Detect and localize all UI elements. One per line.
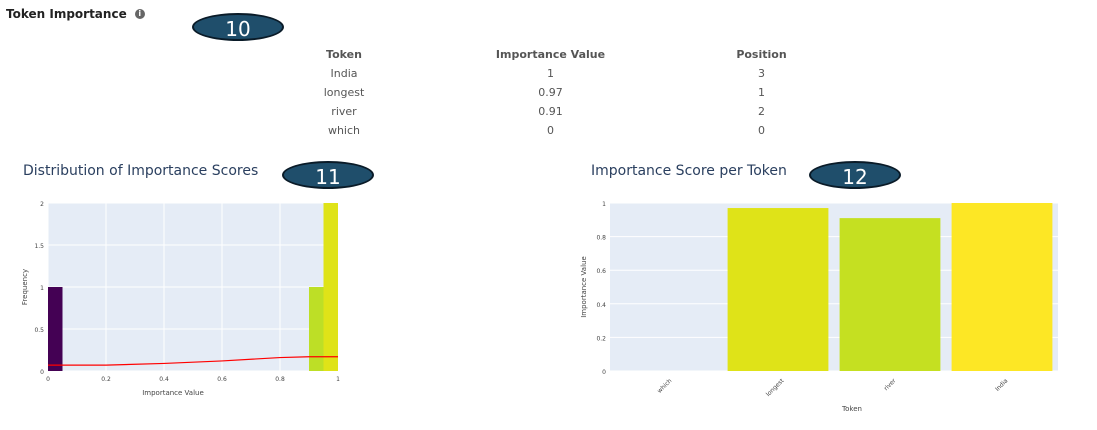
token-table: Token Importance Value Position India 1 … <box>300 45 810 140</box>
bar-India <box>951 203 1053 371</box>
section-title: Token Importance <box>6 7 127 21</box>
x-tick-label: 0.4 <box>159 376 169 383</box>
cell-token: river <box>331 105 357 118</box>
x-axis-label: Importance Value <box>142 389 204 397</box>
badge-11: 11 <box>282 161 374 189</box>
bar-longest <box>727 208 829 371</box>
y-tick-label: 1.5 <box>34 243 44 250</box>
y-tick-label: 0.2 <box>596 335 606 342</box>
header-importance: Importance Value <box>495 48 606 61</box>
histogram-bar <box>323 203 338 371</box>
kde-line <box>48 356 338 366</box>
histogram-bar <box>309 287 324 371</box>
cell-position: 0 <box>758 124 765 137</box>
y-tick-label: 0.6 <box>596 268 606 275</box>
y-axis-label: Importance Value <box>580 256 588 318</box>
x-tick-label: 1 <box>336 376 340 383</box>
header-token: Token <box>326 48 362 61</box>
cell-importance: 0.97 <box>538 86 563 99</box>
table-header-row: Token Importance Value Position <box>300 45 810 64</box>
x-tick-label: which <box>656 377 673 394</box>
bar-chart: 0 0.2 0.4 0.6 0.8 1 which longest river India Toke… <box>580 201 1058 413</box>
cell-token: longest <box>323 86 365 99</box>
badge-12: 12 <box>809 161 901 189</box>
cell-position: 1 <box>758 86 765 99</box>
cell-position: 3 <box>758 67 765 80</box>
header-position: Position <box>736 48 787 61</box>
bar-river <box>839 218 941 371</box>
info-icon[interactable]: i <box>134 9 145 19</box>
badge-10: 10 <box>192 13 284 41</box>
cell-importance: 0 <box>547 124 554 137</box>
y-tick-label: 0 <box>602 369 606 376</box>
histogram-chart: 0 0.5 1 1.5 2 0 0.2 0.4 0.6 0.8 1 Importance Value F… <box>21 201 340 397</box>
table-row: longest 0.97 1 <box>300 83 810 102</box>
histogram-bar <box>48 287 63 371</box>
y-axis-label: Frequency <box>21 269 29 305</box>
table-row: which 0 0 <box>300 121 810 140</box>
cell-importance: 1 <box>547 67 554 80</box>
y-tick-label: 0.8 <box>596 235 606 242</box>
x-tick-label: 0 <box>46 376 50 383</box>
section-header: Token Importance i <box>6 7 145 21</box>
x-tick-label: 0.8 <box>275 376 285 383</box>
cell-importance: 0.91 <box>538 105 563 118</box>
bar-chart-title: Importance Score per Token <box>591 163 787 179</box>
y-tick-label: 1 <box>602 201 606 208</box>
y-tick-label: 2 <box>40 201 44 208</box>
y-tick-label: 0.5 <box>34 327 44 334</box>
y-tick-label: 0.4 <box>596 302 606 309</box>
y-tick-label: 0 <box>40 369 44 376</box>
x-tick-label: India <box>994 377 1010 393</box>
table-row: India 1 3 <box>300 64 810 83</box>
x-tick-label: 0.2 <box>101 376 111 383</box>
x-axis-label: Token <box>841 405 862 413</box>
y-tick-label: 1 <box>40 285 44 292</box>
x-tick-label: river <box>883 377 898 392</box>
x-tick-label: longest <box>765 377 786 398</box>
cell-token: which <box>327 124 361 137</box>
histogram-title: Distribution of Importance Scores <box>23 163 259 179</box>
x-tick-label: 0.6 <box>217 376 227 383</box>
table-row: river 0.91 2 <box>300 102 810 121</box>
cell-token: India <box>330 67 358 80</box>
cell-position: 2 <box>758 105 765 118</box>
